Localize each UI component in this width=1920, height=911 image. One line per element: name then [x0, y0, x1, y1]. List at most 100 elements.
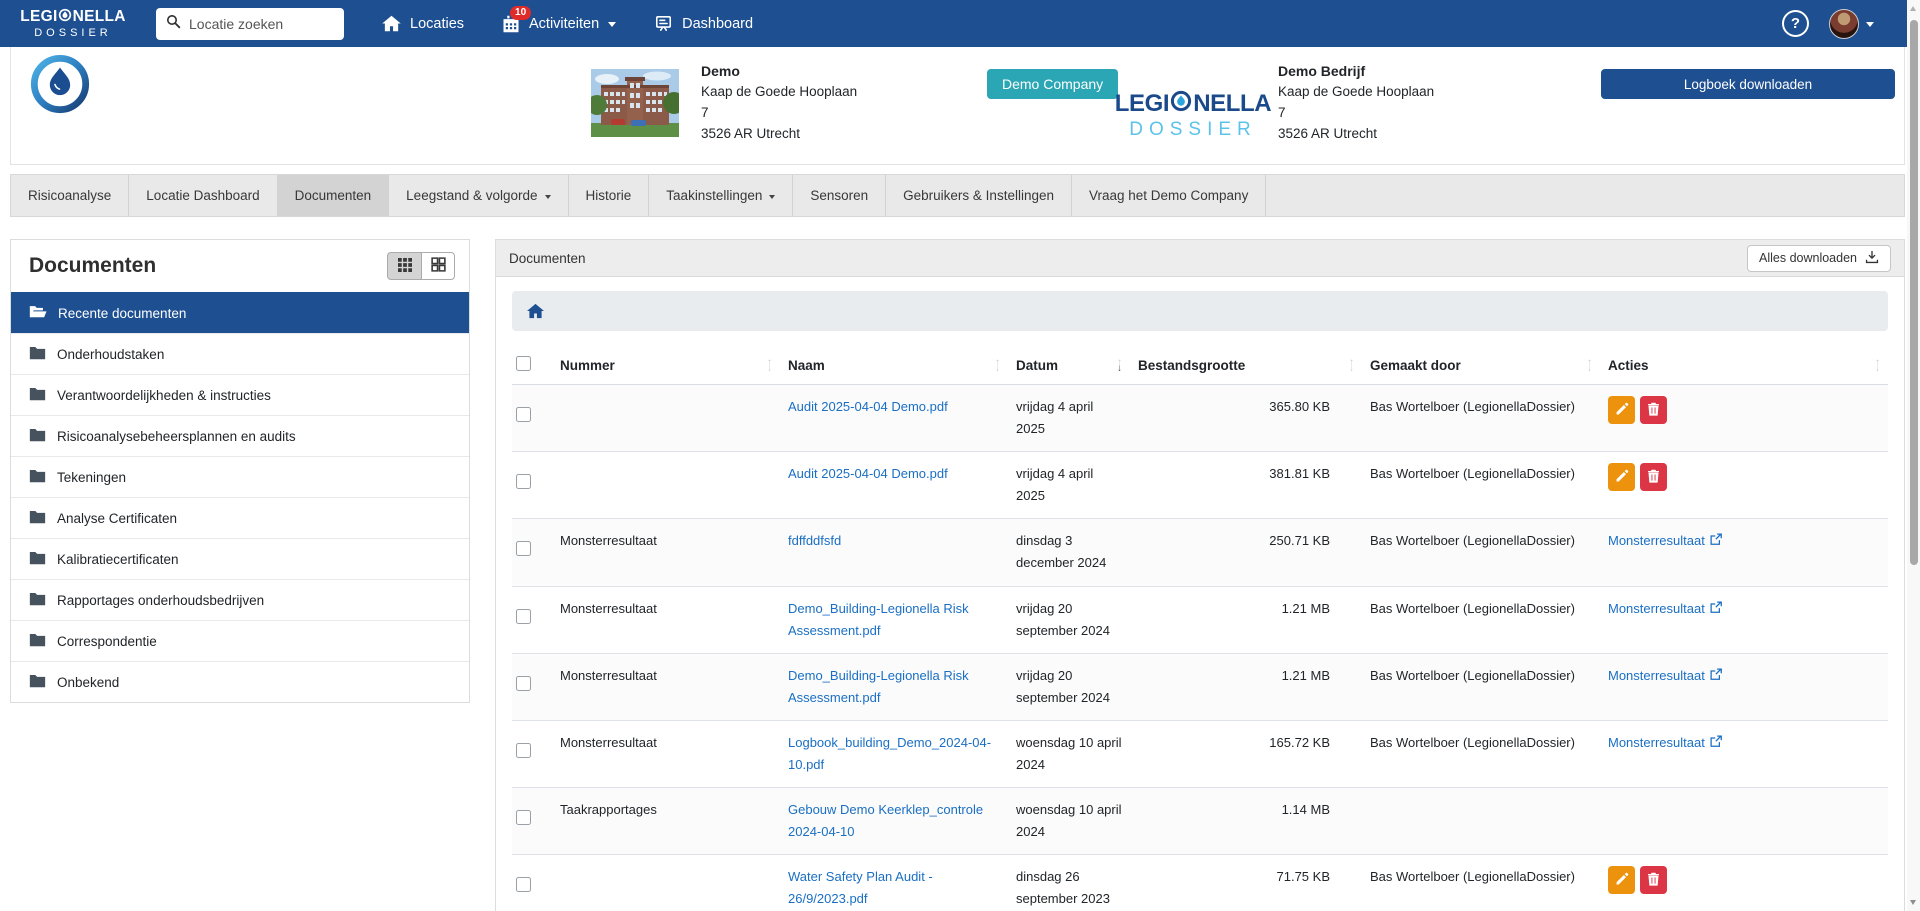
row-checkbox[interactable] — [516, 810, 531, 826]
row-checkbox[interactable] — [516, 474, 531, 490]
sort-icon[interactable]: ↑ ↓ — [1117, 358, 1122, 373]
cell-datum: dinsdag 3 december 2024 — [1016, 533, 1107, 571]
home-icon[interactable] — [527, 303, 544, 319]
tab-label: Gebruikers & Instellingen — [903, 188, 1054, 203]
sidebar-item-onbekend[interactable]: Onbekend — [11, 661, 469, 702]
delete-button[interactable] — [1640, 396, 1667, 424]
sidebar-item-onderhoudstaken[interactable]: Onderhoudstaken — [11, 333, 469, 374]
row-checkbox[interactable] — [516, 877, 531, 893]
column-header-nummer[interactable]: Nummer ↑ ↓ — [552, 344, 780, 385]
scrollbar-thumb[interactable] — [1909, 20, 1918, 565]
sort-icon[interactable]: ↑ ↓ — [1875, 358, 1880, 373]
sort-icon[interactable]: ↑ ↓ — [767, 358, 772, 374]
cell-naam: Logbook_building_Demo_2024-04-10.pdf — [780, 720, 1008, 787]
external-link-icon — [1710, 665, 1722, 687]
tab-historie[interactable]: Historie — [569, 175, 650, 216]
document-link[interactable]: Gebouw Demo Keerklep_controle 2024-04-10 — [788, 802, 984, 840]
monsterresultaat-link[interactable]: Monsterresultaat — [1608, 665, 1722, 687]
folder-icon — [29, 427, 46, 445]
droplet-o-icon — [58, 8, 73, 26]
download-logbook-button[interactable]: Logboek downloaden — [1601, 69, 1895, 99]
row-checkbox[interactable] — [516, 541, 531, 557]
download-all-button[interactable]: Alles downloaden — [1747, 244, 1891, 272]
tab-label: Taakinstellingen — [666, 188, 763, 203]
delete-button[interactable] — [1640, 463, 1667, 492]
home-icon — [382, 15, 401, 32]
tab-risicoanalyse[interactable]: Risicoanalyse — [11, 175, 130, 216]
sidebar-item-rapportages-onderhoudsbedrijven[interactable]: Rapportages onderhoudsbedrijven — [11, 579, 469, 620]
tab-vraag-het-demo-company[interactable]: Vraag het Demo Company — [1072, 175, 1267, 216]
monsterresultaat-link[interactable]: Monsterresultaat — [1608, 732, 1722, 754]
sort-up-arrow: ↑ — [1349, 356, 1354, 368]
row-checkbox[interactable] — [516, 608, 531, 624]
grid-view-button[interactable] — [387, 252, 421, 280]
cell-datum: dinsdag 26 september 2023 — [1016, 869, 1110, 907]
sidebar-item-risicoanalysebeheersplannen-en-audits[interactable]: Risicoanalysebeheersplannen en audits — [11, 415, 469, 456]
document-link[interactable]: Demo_Building-Legionella Risk Assessment… — [788, 667, 969, 705]
tab-locatie-dashboard[interactable]: Locatie Dashboard — [129, 175, 278, 216]
cell-nummer — [552, 855, 780, 911]
sidebar-item-analyse-certificaten[interactable]: Analyse Certificaten — [11, 497, 469, 538]
column-header-gemaakt-door[interactable]: Gemaakt door ↑ ↓ — [1362, 344, 1600, 385]
select-all-checkbox[interactable] — [516, 356, 531, 371]
tab-label: Risicoanalyse — [28, 188, 112, 203]
sidebar-item-kalibratiecertificaten[interactable]: Kalibratiecertificaten — [11, 538, 469, 579]
header-row: Nummer ↑ ↓ Naam ↑ ↓ Datum ↑ ↓ Bestandsgrootte ↑ ↓ Ge… — [512, 344, 1888, 385]
document-link[interactable]: fdffddfsfd — [788, 533, 842, 549]
help-button[interactable]: ? — [1782, 10, 1809, 37]
search-input[interactable] — [189, 15, 334, 32]
sidebar-item-verantwoordelijkheden-instructies[interactable]: Verantwoordelijkheden & instructies — [11, 374, 469, 415]
location-name: Demo — [701, 63, 740, 79]
folder-label: Correspondentie — [57, 633, 157, 649]
row-checkbox[interactable] — [516, 407, 531, 423]
tab-taakinstellingen[interactable]: Taakinstellingen — [649, 175, 794, 216]
delete-button[interactable] — [1640, 866, 1667, 895]
document-link[interactable]: Audit 2025-04-04 Demo.pdf — [788, 466, 948, 482]
document-link[interactable]: Audit 2025-04-04 Demo.pdf — [788, 399, 948, 414]
column-header-datum[interactable]: Datum ↑ ↓ — [1008, 344, 1130, 385]
edit-button[interactable] — [1608, 463, 1635, 492]
brand-text-pre: LEGI — [20, 8, 58, 26]
company-address-number: 7 — [1278, 104, 1286, 120]
document-link[interactable]: Demo_Building-Legionella Risk Assessment… — [788, 600, 969, 638]
brand-logo[interactable]: LEGI NELLA DOSSIER — [16, 8, 130, 39]
tab-gebruikers-instellingen[interactable]: Gebruikers & Instellingen — [886, 175, 1072, 216]
row-checkbox[interactable] — [516, 675, 531, 691]
company-badge[interactable]: Demo Company — [987, 69, 1119, 99]
scroll-up-arrow-icon[interactable] — [1910, 6, 1917, 11]
nav-item-dashboard[interactable]: Dashboard — [654, 14, 753, 33]
sidebar-item-tekeningen[interactable]: Tekeningen — [11, 456, 469, 497]
user-menu[interactable] — [1829, 8, 1874, 39]
logo-line1: LEGI NELLA — [1111, 89, 1275, 118]
monsterresultaat-link[interactable]: Monsterresultaat — [1608, 530, 1722, 552]
table-view-button[interactable] — [421, 252, 455, 280]
edit-button[interactable] — [1608, 396, 1635, 424]
column-header-acties[interactable]: Acties ↑ ↓ — [1600, 344, 1888, 385]
scroll-down-arrow-icon[interactable] — [1910, 900, 1917, 905]
folder-icon — [29, 386, 46, 404]
monsterresultaat-link[interactable]: Monsterresultaat — [1608, 598, 1722, 620]
cell-acties: Monsterresultaat — [1600, 519, 1888, 586]
sidebar-item-correspondentie[interactable]: Correspondentie — [11, 620, 469, 661]
nav-item-locaties[interactable]: Locaties — [382, 14, 464, 33]
edit-button[interactable] — [1608, 866, 1635, 895]
column-label: Gemaakt door — [1370, 357, 1461, 373]
sort-icon[interactable]: ↑ ↓ — [1587, 358, 1592, 373]
document-link[interactable]: Logbook_building_Demo_2024-04-10.pdf — [788, 734, 992, 773]
logo-line2: DOSSIER — [1129, 119, 1257, 140]
tab-documenten[interactable]: Documenten — [277, 175, 390, 216]
folder-icon — [29, 509, 46, 527]
tab-sensoren[interactable]: Sensoren — [793, 175, 887, 216]
column-header-bestandsgrootte[interactable]: Bestandsgrootte ↑ ↓ — [1130, 344, 1362, 385]
sort-down-arrow: ↓ — [767, 363, 772, 374]
tab-leegstand-volgorde[interactable]: Leegstand & volgorde — [389, 175, 569, 216]
page-scrollbar[interactable] — [1907, 0, 1920, 911]
document-link[interactable]: Water Safety Plan Audit - 26/9/2023.pdf — [788, 869, 933, 907]
row-select-cell — [512, 385, 552, 452]
column-header-naam[interactable]: Naam ↑ ↓ — [780, 344, 1008, 385]
nav-item-activiteiten[interactable]: 10 Activiteiten — [502, 5, 617, 33]
sort-icon[interactable]: ↑ ↓ — [995, 358, 1000, 373]
sort-icon[interactable]: ↑ ↓ — [1349, 356, 1354, 373]
sidebar-item-recente-documenten[interactable]: Recente documenten — [11, 292, 469, 333]
row-checkbox[interactable] — [516, 742, 531, 758]
